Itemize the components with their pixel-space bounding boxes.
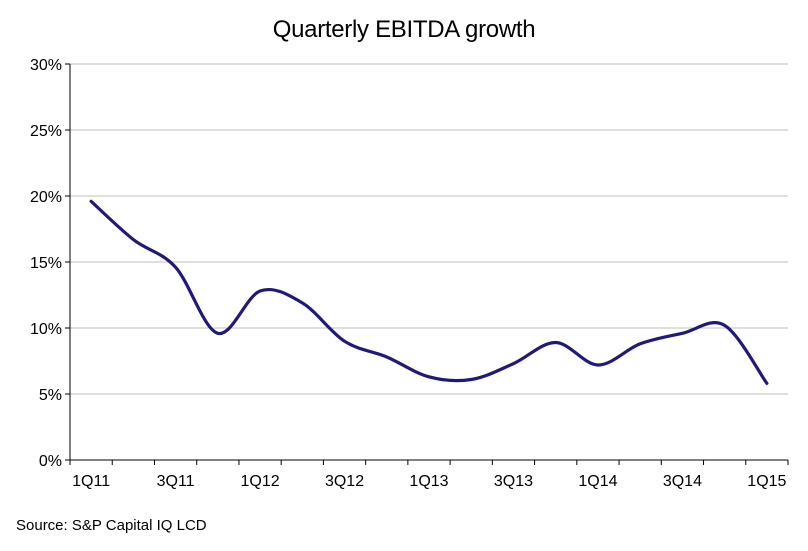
data-point [596,363,599,366]
x-tick-label: 1Q14 [578,473,617,490]
x-tick-label: 3Q12 [325,473,364,490]
data-point [174,266,177,269]
data-point [639,342,642,345]
y-tick-label: 10% [30,321,62,338]
data-point [301,301,304,304]
x-tick-label: 3Q14 [663,473,702,490]
source-note: Source: S&P Capital IQ LCD [16,517,207,534]
x-tick-label: 3Q13 [494,473,533,490]
data-point [259,290,262,293]
data-point [681,332,684,335]
y-tick-label: 0% [39,453,62,470]
data-point [765,382,768,385]
data-point [723,324,726,327]
y-tick-label: 25% [30,123,62,140]
x-tick-label: 1Q11 [72,473,110,490]
data-point [554,341,557,344]
data-point [385,356,388,359]
data-point [216,332,219,335]
y-tick-label: 30% [30,57,62,74]
x-tick-label: 1Q15 [747,473,786,490]
x-tick-label: 1Q12 [240,473,279,490]
chart-title: Quarterly EBITDA growth [272,16,536,43]
data-point [343,340,346,343]
y-tick-label: 15% [30,255,62,272]
y-tick-label: 5% [39,387,62,404]
data-point [428,375,431,378]
x-tick-label: 1Q13 [409,473,448,490]
y-tick-label: 20% [30,189,62,206]
data-point [90,200,93,203]
data-point [512,362,515,365]
series-line-ebitda-growth [89,199,769,385]
data-point [132,238,135,241]
x-tick-label: 3Q11 [157,473,195,490]
data-point [470,378,473,381]
